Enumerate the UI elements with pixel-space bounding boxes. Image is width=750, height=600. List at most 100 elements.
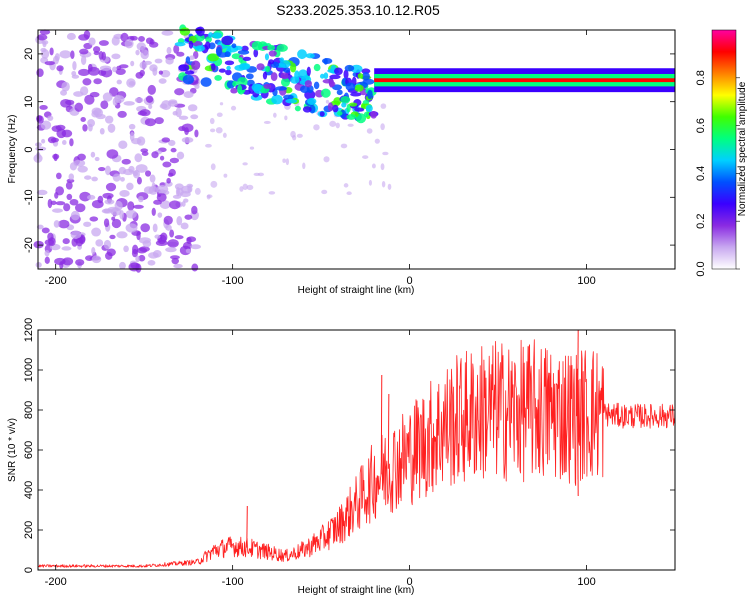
heatmap-cell [139,61,148,69]
heatmap-cell [273,112,277,118]
heatmap-cell [219,102,224,106]
heatmap-cell [347,123,354,127]
heatmap-cell [141,151,149,156]
heatmap-cell [51,208,63,213]
heatmap-cell [169,157,180,164]
heatmap-cell [334,67,343,76]
heatmap-cell [161,137,171,143]
heatmap-cell [336,89,343,96]
heatmap-cell [185,56,191,64]
heatmap-cell [251,40,263,51]
heatmap-cell [211,63,216,71]
heatmap-cell [172,194,182,199]
colorbar-ticks: 0.0 0.2 0.4 0.6 0.8 [695,70,740,277]
heatmap-cell [366,128,373,134]
heatmap-cell [152,223,158,233]
heatmap-cell [323,156,330,163]
heatmap-cell [66,32,76,41]
heatmap-cell [142,240,152,248]
heatmap-cell [313,81,320,90]
heatmap-cell [208,32,213,38]
heatmap-cell [55,124,66,131]
heatmap-cell [175,186,180,197]
heatmap-cell [302,162,306,170]
heatmap-cell [111,218,122,229]
heatmap-cell [194,187,201,195]
snr-background [38,330,675,570]
heatmap-cell [210,180,218,188]
heatmap-cell [79,86,89,96]
heatmap-cell [83,30,91,40]
heatmap-cell [41,227,50,234]
heatmap-cell [36,224,44,230]
heatmap-cell [93,78,102,85]
heatmap-cell [327,102,334,112]
heatmap-cell [131,137,142,145]
heatmap-cell [136,42,146,51]
heatmap-cell [134,97,144,103]
heatmap-cell [149,174,156,183]
heatmap-cell [71,71,77,77]
heatmap-cell [283,94,294,100]
heatmap-cell [144,118,156,127]
snr-x-ticks: -200 -100 0 100 [45,330,596,588]
heatmap-cell [173,44,180,54]
heatmap-cell [340,143,348,149]
heatmap-cell [280,72,289,80]
peak-band-core [374,78,675,83]
heatmap-cell [371,163,376,169]
heatmap-cell [125,223,138,233]
heatmap-cell [111,53,121,60]
snr-spike [246,505,248,548]
heatmap-cell [285,98,298,104]
y-tick-label: 800 [23,401,35,419]
heatmap-cell [191,263,199,272]
heatmap-cell [102,92,113,102]
heatmap-cell [159,200,171,209]
x-tick-label: -100 [222,275,244,287]
heatmap-y-ticks: -20 -10 0 10 20 [23,48,675,253]
heatmap-cell [174,88,185,96]
heatmap-cell [167,172,174,177]
heatmap-cell [50,200,57,206]
heatmap-cell [319,111,325,117]
heatmap-cell [103,218,110,228]
heatmap-cell [151,207,156,217]
figure-title: S233.2025.353.10.12.R05 [276,2,440,18]
heatmap-cell [130,60,135,67]
heatmap-cell [178,64,190,72]
heatmap-cell [343,69,349,80]
heatmap-cell [206,194,213,199]
y-tick-label: 0 [23,567,35,573]
snr-panel: -200 -100 0 100 0 200 400 600 800 1000 1200 Heigh… [7,318,676,596]
heatmap-cell [171,257,179,265]
heatmap-cell [133,169,140,179]
heatmap-cell [321,189,328,195]
heatmap-cell [159,155,165,161]
heatmap-cell [136,176,142,185]
heatmap-cell [88,37,96,46]
heatmap-cell [208,42,216,50]
heatmap-cell [348,102,358,107]
heatmap-cell [275,86,288,91]
heatmap-cell [346,104,351,113]
heatmap-cell [264,53,270,61]
heatmap-cell [87,63,93,72]
heatmap-cell [176,151,185,160]
heatmap-cell [186,237,192,244]
heatmap-cell [140,49,149,60]
heatmap-cell [307,97,317,105]
x-tick-label: 0 [407,275,413,287]
heatmap-cell [325,99,330,104]
heatmap-cell [33,240,44,249]
x-tick-label: 0 [407,576,413,588]
heatmap-cell [40,47,47,53]
heatmap-cell [166,46,172,55]
heatmap-cell [165,57,174,65]
y-tick-label: -20 [23,237,35,253]
heatmap-cell [239,186,244,192]
heatmap-cell [162,161,172,168]
heatmap-cell [123,245,129,253]
heatmap-cell [86,194,96,200]
heatmap-cell [253,172,261,176]
